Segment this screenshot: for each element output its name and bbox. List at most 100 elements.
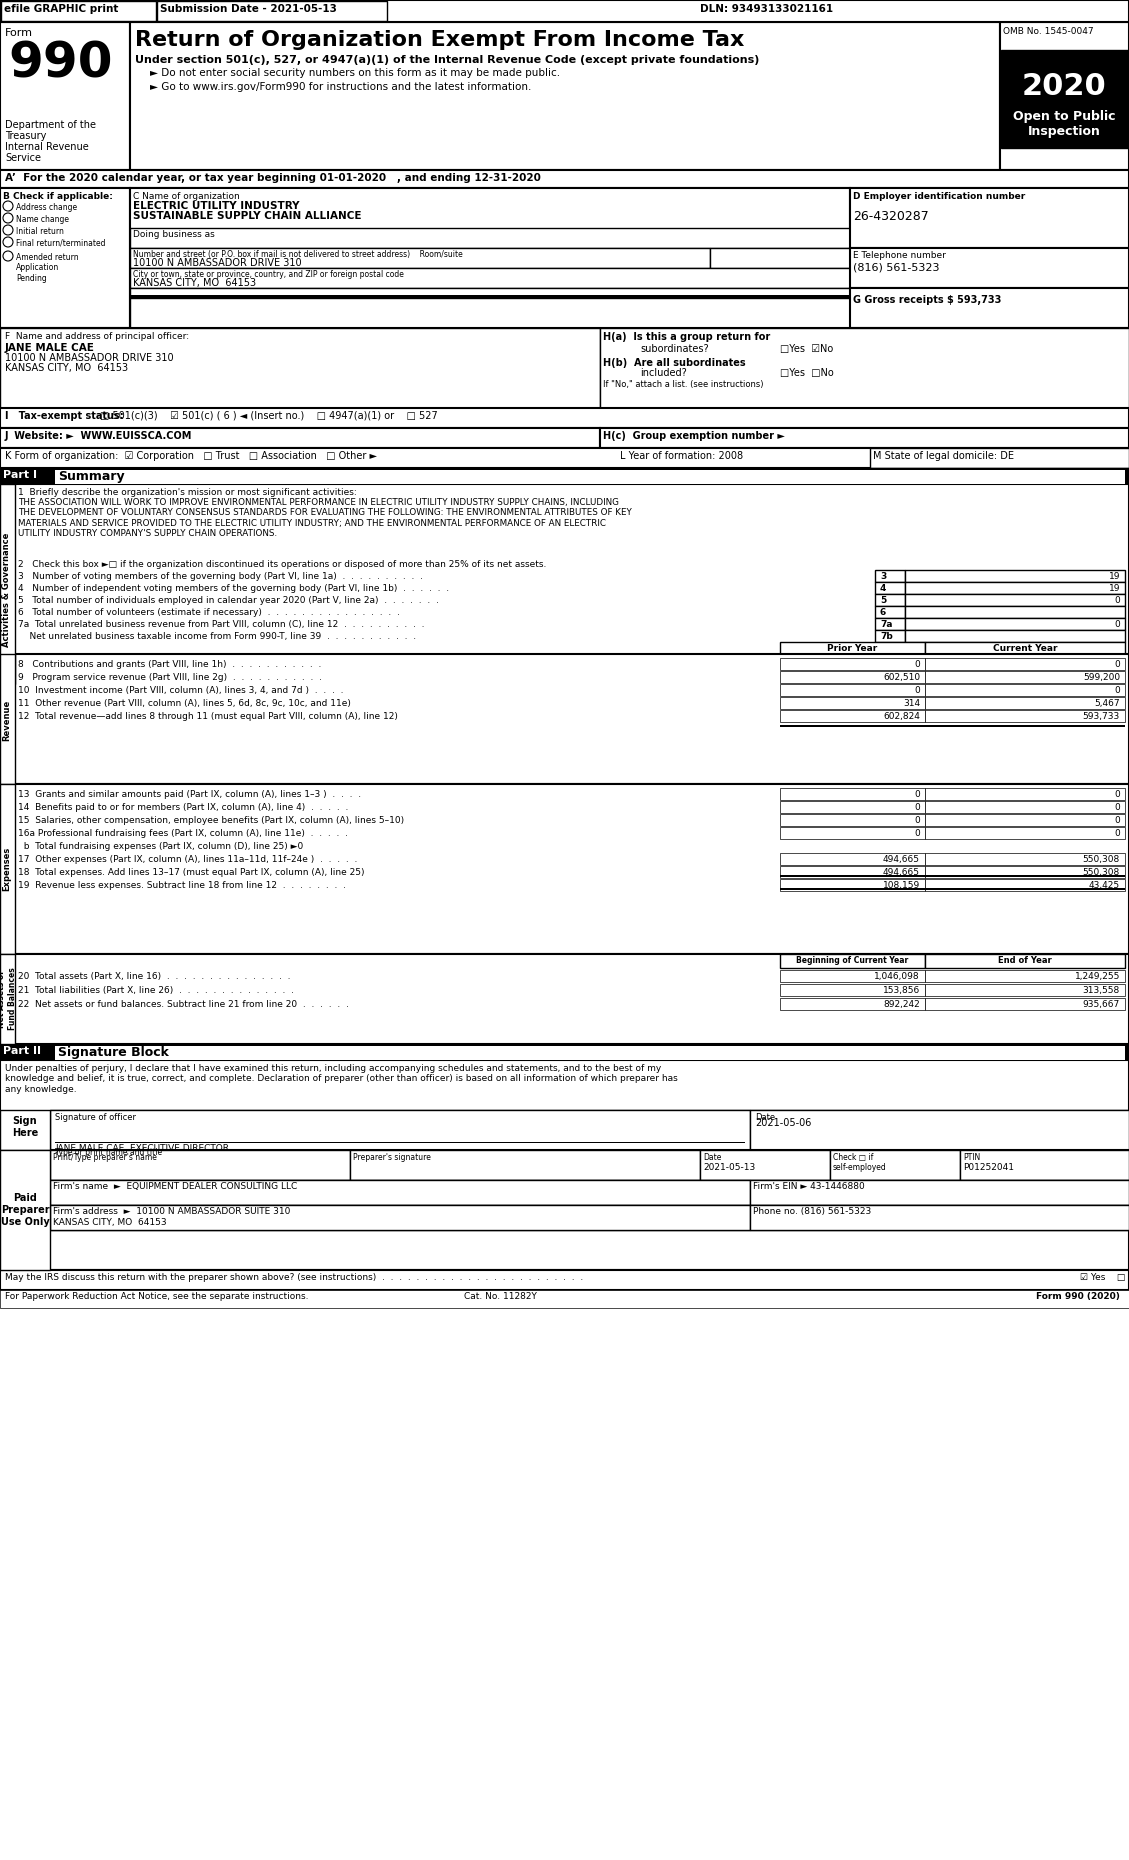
Bar [700, 1149, 830, 1179]
Text: 16a Professional fundraising fees (Part IX, column (A), line 11e)  .  .  .  .  .: 16a Professional fundraising fees (Part … [18, 830, 348, 839]
Text: 7b: 7b [879, 632, 893, 642]
Bar [780, 815, 925, 826]
Bar [0, 1043, 1129, 1060]
Bar [780, 802, 925, 813]
Text: 6   Total number of volunteers (estimate if necessary)  .  .  .  .  .  .  .  .  : 6 Total number of volunteers (estimate i… [18, 608, 400, 618]
Text: 550,308: 550,308 [1083, 856, 1120, 865]
Text: 314: 314 [903, 699, 920, 709]
Text: 3: 3 [879, 573, 886, 580]
Bar [905, 569, 1124, 582]
Text: 0: 0 [1114, 686, 1120, 696]
Text: 599,200: 599,200 [1083, 673, 1120, 683]
Bar [0, 655, 15, 785]
Text: 1,046,098: 1,046,098 [874, 973, 920, 980]
Text: 43,425: 43,425 [1088, 882, 1120, 889]
Bar [780, 658, 925, 670]
Bar [780, 954, 925, 967]
Bar [0, 327, 1129, 407]
Bar [905, 593, 1124, 606]
Text: 2021-05-13: 2021-05-13 [703, 1162, 755, 1172]
Text: 990: 990 [8, 41, 113, 87]
Bar [0, 1270, 1129, 1291]
Text: 10100 N AMBASSADOR DRIVE 310: 10100 N AMBASSADOR DRIVE 310 [5, 353, 174, 363]
Text: Firm's address  ►  10100 N AMBASSADOR SUITE 310: Firm's address ► 10100 N AMBASSADOR SUIT… [53, 1207, 290, 1216]
Bar [925, 671, 1124, 683]
Text: K Form of organization:  ☑ Corporation   □ Trust   □ Association   □ Other ►: K Form of organization: ☑ Corporation □ … [5, 450, 377, 461]
Bar [0, 469, 1129, 484]
Text: subordinates?: subordinates? [640, 344, 709, 353]
Text: 892,242: 892,242 [883, 1001, 920, 1008]
Bar [0, 954, 15, 1043]
Bar [925, 984, 1124, 995]
Bar [599, 428, 1129, 448]
Text: 313,558: 313,558 [1083, 986, 1120, 995]
Text: 13  Grants and similar amounts paid (Part IX, column (A), lines 1–3 )  .  .  .  : 13 Grants and similar amounts paid (Part… [18, 790, 361, 800]
Bar [925, 854, 1124, 865]
Bar [130, 247, 710, 268]
Text: May the IRS discuss this return with the preparer shown above? (see instructions: May the IRS discuss this return with the… [5, 1272, 584, 1282]
Bar [870, 448, 1129, 469]
Bar [925, 954, 1124, 967]
Text: 4   Number of independent voting members of the governing body (Part VI, line 1b: 4 Number of independent voting members o… [18, 584, 449, 593]
Text: 494,665: 494,665 [883, 856, 920, 865]
Text: 11  Other revenue (Part VIII, column (A), lines 5, 6d, 8c, 9c, 10c, and 11e): 11 Other revenue (Part VIII, column (A),… [18, 699, 351, 709]
Text: ► Do not enter social security numbers on this form as it may be made public.: ► Do not enter social security numbers o… [150, 69, 560, 78]
Bar [905, 606, 1124, 618]
Bar [350, 1149, 700, 1179]
Text: Name change: Name change [16, 216, 69, 223]
Text: 3   Number of voting members of the governing body (Part VI, line 1a)  .  .  .  : 3 Number of voting members of the govern… [18, 573, 423, 580]
Text: 0: 0 [1114, 790, 1120, 800]
Text: SUSTAINABLE SUPPLY CHAIN ALLIANCE: SUSTAINABLE SUPPLY CHAIN ALLIANCE [133, 210, 361, 221]
Text: L Year of formation: 2008: L Year of formation: 2008 [620, 450, 743, 461]
Text: Phone no. (816) 561-5323: Phone no. (816) 561-5323 [753, 1207, 872, 1216]
Bar [925, 880, 1124, 891]
Bar [925, 658, 1124, 670]
Text: Amended return
Application
Pending: Amended return Application Pending [16, 253, 79, 283]
Bar [0, 1149, 50, 1270]
Bar [50, 1149, 350, 1179]
Bar [925, 815, 1124, 826]
Bar [0, 428, 599, 448]
Text: H(c)  Group exemption number ►: H(c) Group exemption number ► [603, 432, 785, 441]
Bar [0, 407, 1129, 428]
Text: H(a)  Is this a group return for: H(a) Is this a group return for [603, 331, 770, 342]
Bar [780, 711, 925, 722]
Text: Cat. No. 11282Y: Cat. No. 11282Y [464, 1293, 536, 1300]
Text: 8   Contributions and grants (Part VIII, line 1h)  .  .  .  .  .  .  .  .  .  . : 8 Contributions and grants (Part VIII, l… [18, 660, 322, 670]
Text: Submission Date - 2021-05-13: Submission Date - 2021-05-13 [160, 4, 336, 15]
Text: 153,856: 153,856 [883, 986, 920, 995]
Text: □ 501(c)(3)    ☑ 501(c) ( 6 ) ◄ (Insert no.)    □ 4947(a)(1) or    □ 527: □ 501(c)(3) ☑ 501(c) ( 6 ) ◄ (Insert no.… [100, 411, 438, 420]
Bar [0, 22, 1129, 169]
Text: 10  Investment income (Part VIII, column (A), lines 3, 4, and 7d )  .  .  .  .: 10 Investment income (Part VIII, column … [18, 686, 343, 696]
Text: 1,249,255: 1,249,255 [1075, 973, 1120, 980]
Bar [850, 247, 1129, 288]
Text: Date: Date [703, 1153, 721, 1162]
Bar [905, 618, 1124, 631]
Bar [130, 22, 1000, 169]
Text: b  Total fundraising expenses (Part IX, column (D), line 25) ►0: b Total fundraising expenses (Part IX, c… [18, 843, 304, 852]
Text: Firm's name  ►  EQUIPMENT DEALER CONSULTING LLC: Firm's name ► EQUIPMENT DEALER CONSULTIN… [53, 1181, 297, 1190]
Text: B Check if applicable:: B Check if applicable: [3, 192, 113, 201]
Text: Department of the: Department of the [5, 121, 96, 130]
Bar [0, 169, 1129, 188]
Text: J  Website: ►  WWW.EUISSCA.COM: J Website: ► WWW.EUISSCA.COM [5, 432, 192, 441]
Bar [130, 288, 850, 298]
Text: Check □ if
self-employed: Check □ if self-employed [833, 1153, 886, 1172]
Text: Type or print name and title: Type or print name and title [55, 1148, 163, 1157]
Bar [780, 971, 925, 982]
Bar [1001, 50, 1128, 100]
Text: Summary: Summary [58, 471, 124, 484]
Text: Beginning of Current Year: Beginning of Current Year [796, 956, 908, 965]
Bar [0, 1291, 1129, 1308]
Bar [50, 1205, 1129, 1229]
Text: 0: 0 [914, 660, 920, 670]
Text: G Gross receipts $ 593,733: G Gross receipts $ 593,733 [854, 296, 1001, 305]
Bar [0, 954, 1129, 1043]
Bar [0, 1060, 1129, 1149]
Bar [0, 448, 1129, 469]
Bar [599, 327, 1129, 407]
Bar [960, 1149, 1129, 1179]
Bar [780, 880, 925, 891]
Text: Treasury: Treasury [5, 130, 46, 141]
Text: 0: 0 [1114, 660, 1120, 670]
